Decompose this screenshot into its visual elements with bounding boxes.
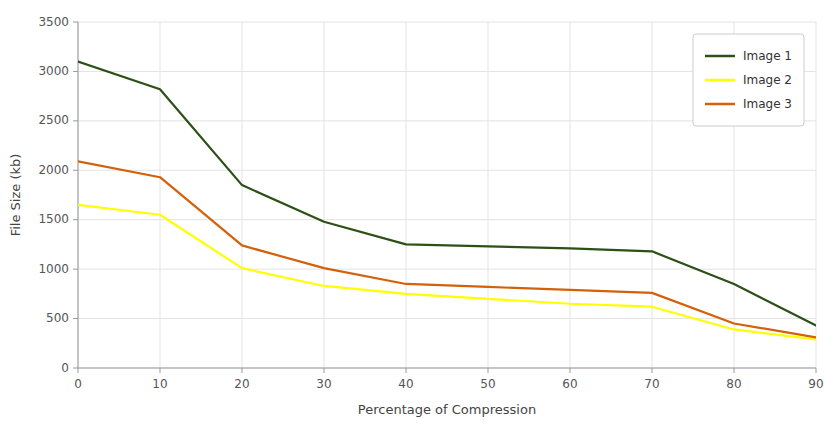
legend-label: Image 2	[743, 73, 792, 87]
y-tick	[73, 219, 78, 220]
y-grid-line	[78, 318, 816, 319]
y-tick	[73, 120, 78, 121]
y-tick	[73, 269, 78, 270]
x-tick-label: 0	[74, 377, 82, 391]
y-grid-line	[78, 269, 816, 270]
legend-swatch	[705, 79, 735, 82]
y-grid-line	[78, 170, 816, 171]
x-tick	[242, 368, 243, 373]
y-grid-line	[78, 22, 816, 23]
x-grid-line	[242, 22, 243, 368]
x-tick	[488, 368, 489, 373]
y-grid-line	[78, 219, 816, 220]
x-tick	[816, 368, 817, 373]
x-tick-label: 50	[480, 377, 495, 391]
y-tick	[73, 71, 78, 72]
axes: 0 500 1000 1500 2000 2500 3000 3500 0 10 20 30 40 50 6…	[38, 15, 823, 392]
legend: Image 1 Image 2 Image 3	[693, 34, 804, 126]
y-tick	[73, 318, 78, 319]
y-tick	[73, 22, 78, 23]
x-axis-line	[78, 368, 816, 369]
x-tick-label: 70	[644, 377, 659, 391]
x-grid-line	[488, 22, 489, 368]
x-tick	[78, 368, 79, 373]
x-tick-label: 20	[234, 377, 249, 391]
x-tick	[406, 368, 407, 373]
x-grid-line	[324, 22, 325, 368]
legend-label: Image 3	[743, 97, 792, 111]
y-tick-label: 500	[46, 311, 69, 325]
x-tick-label: 60	[562, 377, 577, 391]
x-grid-line	[78, 22, 79, 368]
x-grid-line	[406, 22, 407, 368]
x-tick	[324, 368, 325, 373]
chart-svg: 0 500 1000 1500 2000 2500 3000 3500 0 10 20 30 40 50 6…	[0, 0, 840, 430]
x-tick-label: 90	[808, 377, 823, 391]
x-tick-label: 80	[726, 377, 741, 391]
x-tick	[160, 368, 161, 373]
x-grid-line	[160, 22, 161, 368]
x-tick-label: 10	[152, 377, 167, 391]
y-tick-label: 1000	[38, 262, 69, 276]
legend-box	[693, 34, 804, 126]
y-tick-label: 1500	[38, 212, 69, 226]
legend-label: Image 1	[743, 49, 792, 63]
y-tick-label: 3500	[38, 15, 69, 29]
series-line	[78, 205, 816, 339]
y-tick	[73, 170, 78, 171]
x-grid-line	[652, 22, 653, 368]
legend-swatch	[705, 103, 735, 106]
chart-container: 0 500 1000 1500 2000 2500 3000 3500 0 10 20 30 40 50 6…	[0, 0, 840, 430]
data-lines	[78, 62, 816, 340]
x-grid-line	[570, 22, 571, 368]
y-axis-label: File Size (kb)	[8, 154, 23, 237]
x-tick	[734, 368, 735, 373]
grid	[78, 22, 816, 368]
x-grid-line	[816, 22, 817, 368]
x-axis-label: Percentage of Compression	[358, 402, 536, 417]
y-tick-label: 2500	[38, 113, 69, 127]
series-line	[78, 161, 816, 337]
y-grid-line	[78, 368, 816, 369]
y-tick-label: 3000	[38, 64, 69, 78]
y-axis-line	[78, 22, 79, 368]
y-tick-label: 0	[61, 361, 69, 375]
plot-background	[78, 22, 816, 368]
x-tick-label: 30	[316, 377, 331, 391]
legend-swatch	[705, 55, 735, 58]
y-tick-label: 2000	[38, 163, 69, 177]
x-tick-label: 40	[398, 377, 413, 391]
x-tick	[652, 368, 653, 373]
x-tick	[570, 368, 571, 373]
y-tick	[73, 368, 78, 369]
